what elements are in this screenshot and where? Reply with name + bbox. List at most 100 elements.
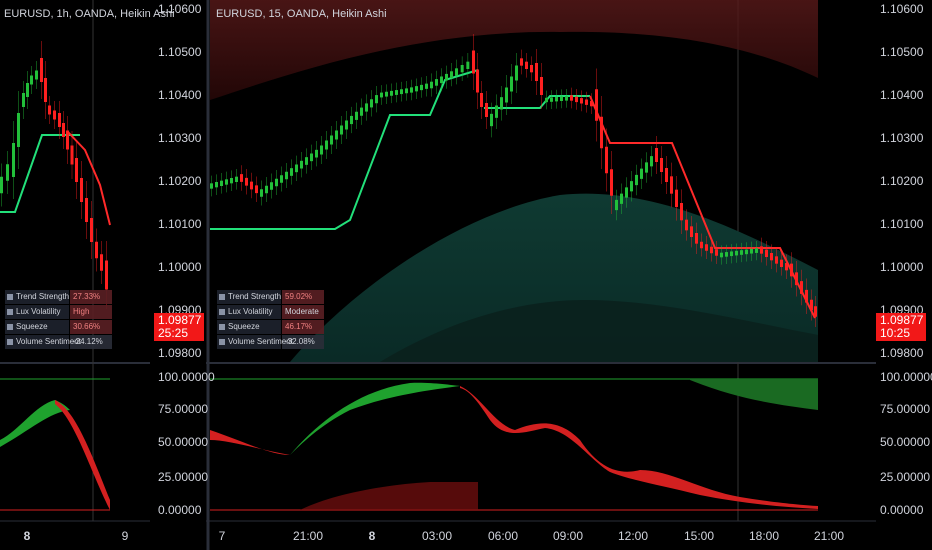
candle [790, 263, 793, 277]
candle [430, 81, 433, 89]
price-axis [876, 0, 932, 550]
candle [375, 95, 378, 104]
table-label: Trend Strength [228, 292, 281, 301]
candle [455, 68, 458, 76]
table-value: High [73, 307, 89, 316]
candle [810, 299, 813, 311]
time-label: 8 [24, 529, 31, 543]
price-label: 1.10300 [158, 131, 202, 145]
table-label-cell [217, 290, 281, 304]
candle [476, 69, 479, 93]
candle [670, 176, 673, 194]
candle [565, 96, 568, 101]
pane-header: EURUSD, 1h, OANDA, Heikin Ashi [4, 8, 175, 20]
candle [645, 162, 648, 173]
price-label: 1.10600 [158, 2, 202, 16]
candle [710, 246, 713, 254]
candle [305, 157, 308, 165]
table-label: Squeeze [16, 322, 48, 331]
candle [525, 61, 528, 69]
candle [290, 168, 293, 176]
candle [335, 130, 338, 140]
candle [530, 65, 533, 73]
candle [814, 306, 817, 317]
candle [490, 113, 493, 127]
table-value: -32.08% [285, 337, 315, 346]
candle [640, 168, 643, 179]
candle [0, 176, 3, 194]
current-price-box [154, 313, 204, 341]
table-label-cell [5, 320, 69, 334]
table-label-cell [217, 320, 281, 334]
candle [545, 97, 548, 103]
time-label: 06:00 [488, 529, 518, 543]
countdown: 10:25 [880, 326, 910, 340]
candle [472, 50, 475, 74]
candle [385, 91, 388, 97]
time-label: 21:00 [814, 529, 844, 543]
candle [715, 249, 718, 256]
candle [415, 86, 418, 92]
candle [330, 135, 333, 145]
candle [12, 143, 15, 177]
price-label: 1.10300 [880, 131, 924, 145]
table-label-cell [217, 335, 281, 349]
indicator-label: 75.00000 [158, 402, 208, 416]
table-icon [219, 309, 225, 315]
time-label: 9 [122, 529, 129, 543]
candle [560, 96, 563, 101]
candle [485, 103, 488, 117]
indicator-label: 25.00000 [158, 470, 208, 484]
candle [235, 176, 238, 182]
candle [466, 61, 470, 69]
candle [395, 90, 398, 95]
candle [48, 105, 51, 115]
candle [270, 182, 273, 190]
candle [580, 98, 583, 104]
candles [0, 34, 817, 327]
candle [100, 254, 103, 271]
price-label: 1.10500 [158, 45, 202, 59]
candle [295, 164, 298, 173]
candle [300, 160, 303, 169]
candle [75, 158, 78, 182]
table-label: Lux Volatility [228, 307, 272, 316]
candle [245, 177, 248, 186]
time-label: 18:00 [749, 529, 779, 543]
indicator-label: 25.00000 [880, 470, 930, 484]
current-price: 1.09877 [158, 313, 202, 327]
table-value: 46.17% [285, 322, 312, 331]
table-value: -24.12% [73, 337, 103, 346]
candle [440, 76, 443, 84]
candle [495, 105, 498, 118]
indicator-label: 100.00000 [880, 370, 932, 384]
candle [605, 146, 608, 174]
candle [760, 246, 763, 254]
candle [675, 189, 678, 207]
candle [725, 252, 728, 257]
table-label-cell [217, 305, 281, 319]
candle [390, 90, 393, 96]
candle [655, 148, 658, 162]
candle [450, 71, 453, 78]
table-value-cell [70, 320, 112, 334]
candle [680, 203, 683, 221]
candle [425, 83, 428, 89]
price-label: 1.09800 [158, 346, 202, 360]
upper-band [210, 0, 818, 100]
candle [285, 171, 288, 180]
indicator-label: 50.00000 [158, 435, 208, 449]
indicator-label: 100.00000 [158, 370, 215, 384]
candle [600, 116, 603, 149]
candle [370, 99, 373, 108]
candle [420, 84, 423, 91]
candle [105, 260, 108, 290]
candle [310, 153, 313, 162]
candle [410, 87, 413, 93]
candle [315, 149, 318, 158]
table-icon [7, 339, 13, 345]
time-label: 7 [219, 529, 226, 543]
table-value-cell [282, 290, 324, 304]
candle [755, 248, 758, 253]
